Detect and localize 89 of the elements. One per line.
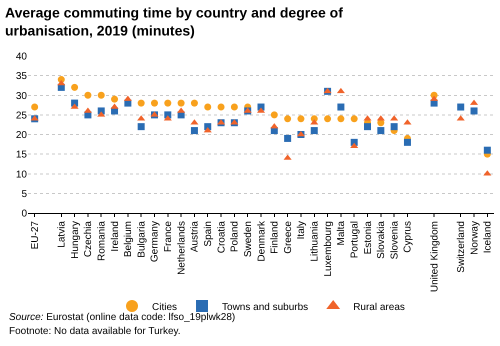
- x-tick-label: Bulgaria: [136, 220, 148, 258]
- y-tick-label: 25: [16, 110, 28, 122]
- point: [138, 100, 145, 107]
- x-tick-label: Netherlands: [176, 221, 188, 275]
- point: [284, 134, 292, 142]
- point: [177, 107, 186, 113]
- x-tick-label: Austria: [190, 220, 201, 252]
- point: [284, 115, 292, 122]
- x-tick-label: Malta: [336, 220, 348, 246]
- x-tick-label: Germany: [150, 221, 161, 262]
- x-tick-label: Greece: [282, 220, 294, 254]
- x-tick-label: Estonia: [362, 220, 374, 254]
- point: [364, 123, 372, 130]
- x-tick-label: Spain: [202, 221, 214, 247]
- x-tick-label: Denmark: [256, 220, 268, 262]
- point: [164, 115, 172, 121]
- point: [178, 100, 185, 107]
- x-tick-label: Iceland: [482, 221, 494, 254]
- point: [150, 100, 158, 107]
- x-tick-label: Slovenia: [389, 220, 400, 260]
- x-tick-label: Luxembourg: [322, 221, 334, 277]
- y-tick-label: 10: [16, 169, 28, 180]
- point: [84, 107, 92, 113]
- point: [297, 115, 304, 122]
- y-tick-label: 15: [16, 150, 28, 161]
- x-tick-label: Czechia: [83, 220, 94, 258]
- x-tick-label: United Kingdom: [429, 221, 440, 292]
- chart-title: Average commuting time by country and degree of urbanisation, 2019 (minutes): [5, 4, 344, 38]
- source-note: Source: Eurostat (online data code: lfso_19plwk28): [9, 312, 236, 323]
- point: [350, 142, 358, 148]
- point: [97, 111, 106, 117]
- text: Footnote: No data available for Turkey.: [9, 326, 181, 337]
- point: [138, 123, 145, 130]
- point: [457, 104, 464, 111]
- x-tick-label: Latvia: [56, 220, 68, 248]
- y-tick-label: 20: [16, 130, 28, 141]
- y-tick-label: 30: [16, 90, 28, 102]
- point: [470, 107, 478, 114]
- x-tick-label: Romania: [96, 220, 108, 262]
- point: [390, 115, 398, 121]
- point: [164, 100, 172, 107]
- point: [376, 115, 385, 121]
- point: [350, 115, 358, 122]
- point: [137, 115, 146, 121]
- point: [204, 104, 212, 111]
- x-tick-label: Portugal: [349, 221, 360, 258]
- x-tick-label: Belgium: [123, 221, 134, 258]
- point: [218, 104, 225, 111]
- point: [190, 100, 198, 107]
- point: [390, 123, 398, 130]
- x-tick-label: Cyprus: [402, 221, 414, 253]
- x-tick-label: Ireland: [110, 221, 121, 252]
- x-tick-label: Poland: [230, 221, 241, 252]
- x-tick-label: Sweden: [242, 221, 254, 258]
- x-tick-label: France: [163, 220, 174, 252]
- x-tick-label: EU-27: [30, 220, 41, 250]
- legend-label: Towns and suburbs: [222, 302, 308, 313]
- legend-label: Cities: [152, 302, 178, 313]
- point: [336, 88, 345, 94]
- point: [324, 115, 332, 122]
- point: [31, 104, 38, 111]
- point: [337, 104, 344, 111]
- x-tick-label: Lithuania: [310, 220, 321, 262]
- point: [71, 84, 78, 91]
- y-tick-label: 5: [21, 188, 28, 200]
- x-tick-label: Slovakia: [376, 220, 388, 259]
- x-tick-label: Hungary: [70, 221, 81, 259]
- point: [404, 138, 411, 146]
- point: [190, 127, 198, 134]
- y-tick-label: 40: [16, 52, 28, 62]
- point: [111, 96, 118, 103]
- point: [84, 92, 92, 99]
- point: [98, 92, 105, 99]
- x-tick-label: Croatia: [216, 220, 228, 254]
- point: [456, 115, 465, 121]
- point: [57, 80, 66, 86]
- y-tick-label: 35: [16, 71, 28, 82]
- x-tick-label: Italy: [296, 221, 308, 240]
- point: [230, 104, 238, 111]
- point: [270, 111, 278, 118]
- point: [337, 115, 344, 122]
- x-tick-label: Switzerland: [456, 221, 467, 273]
- x-tick-label: Norway: [469, 221, 480, 255]
- x-tick-label: Finland: [270, 221, 281, 254]
- point: [310, 127, 318, 134]
- y-tick-label: 0: [21, 208, 28, 220]
- point: [484, 146, 491, 154]
- legend-label: Rural areas: [353, 302, 405, 313]
- point: [377, 127, 384, 134]
